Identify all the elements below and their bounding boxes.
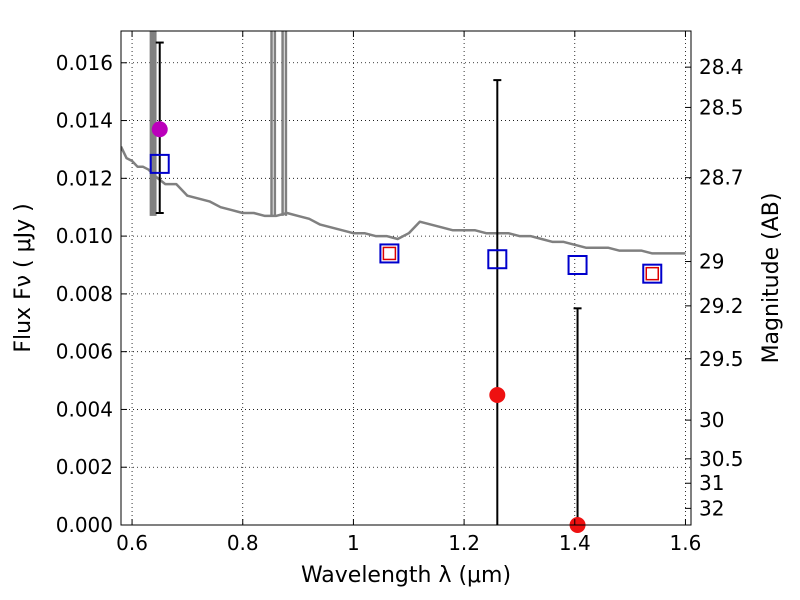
y2-tick-label: 30.5 <box>699 447 744 471</box>
y2-tick-label: 28.4 <box>699 55 744 79</box>
y-tick-label: 0.002 <box>56 455 113 479</box>
y2-tick-label: 29 <box>699 250 724 274</box>
error-bars <box>149 41 663 533</box>
y-tick-label: 0.010 <box>56 224 113 248</box>
photometry-square <box>487 249 508 270</box>
y-tick-label: 0.004 <box>56 397 113 421</box>
y-tick-label: 0.006 <box>56 340 113 364</box>
axes-ticks: 0.6 0.8 1 1.2 1.4 1.6 0.000 0.002 0.004 0.006 0.00… <box>56 31 744 555</box>
x-tick-label: 1.6 <box>670 531 702 555</box>
photometry-circle <box>151 121 168 138</box>
plot-area <box>121 31 686 255</box>
photometry-square <box>567 255 588 275</box>
y2-tick-label: 31 <box>699 471 724 495</box>
y2-tick-label: 29.5 <box>699 347 744 371</box>
y2-tick-label: 28.7 <box>699 166 744 190</box>
y-axis-label: Flux Fν ( μJy ) <box>11 203 36 352</box>
x-tick-label: 1.4 <box>559 531 591 555</box>
y2-tick-label: 28.5 <box>699 95 744 119</box>
y-tick-label: 0.000 <box>56 513 113 537</box>
sed-line <box>121 146 686 255</box>
grid <box>121 31 691 526</box>
y2-tick-label: 32 <box>699 496 724 520</box>
photometry-small-square <box>645 266 660 281</box>
photometry-circle <box>489 387 506 403</box>
y2-axis-label: Magnitude (AB) <box>759 193 784 364</box>
y2-tick-label: 30 <box>699 408 724 432</box>
y-tick-label: 0.008 <box>56 282 113 306</box>
photometry-small-square <box>382 246 397 261</box>
photometry-square <box>642 263 663 284</box>
photometry-square <box>379 243 400 264</box>
y-tick-label: 0.016 <box>56 51 113 75</box>
y2-tick-label: 29.2 <box>699 294 744 318</box>
x-axis-label: Wavelength λ (μm) <box>301 563 511 588</box>
x-tick-label: 0.6 <box>116 531 148 555</box>
x-tick-label: 1.2 <box>448 531 480 555</box>
plot-frame <box>120 30 692 526</box>
x-tick-label: 1 <box>347 531 360 555</box>
x-tick-label: 0.8 <box>227 531 259 555</box>
y-tick-label: 0.014 <box>56 109 113 133</box>
y-tick-label: 0.012 <box>56 166 113 190</box>
photometry-square <box>149 153 170 174</box>
